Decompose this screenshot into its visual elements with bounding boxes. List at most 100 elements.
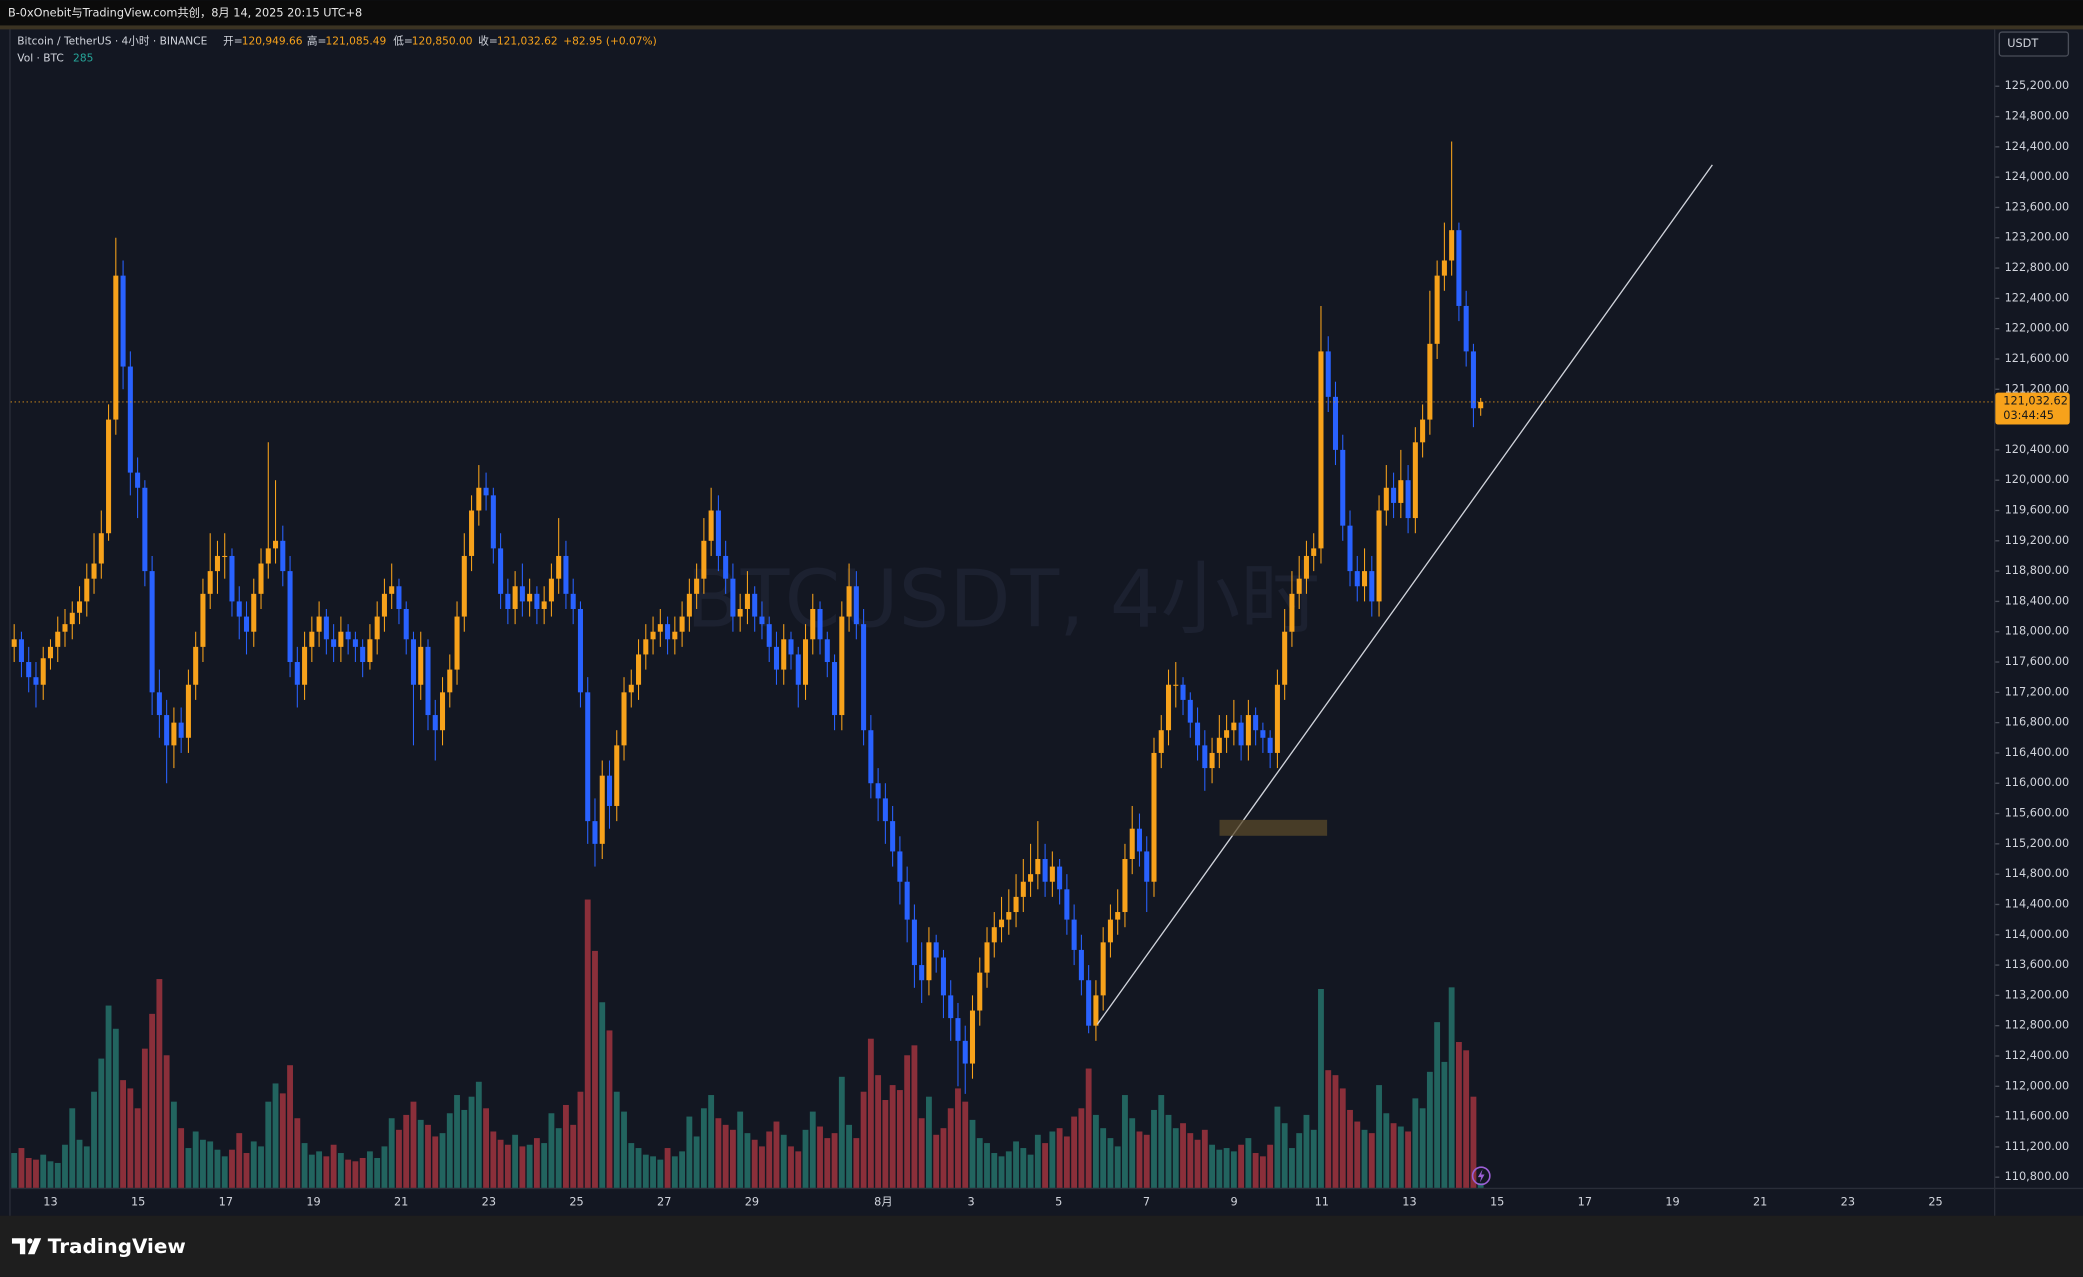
candle-body xyxy=(534,593,540,609)
volume-bar xyxy=(904,1055,911,1188)
volume-bar xyxy=(18,1148,25,1188)
open-label: 开= xyxy=(223,34,243,47)
currency-box[interactable] xyxy=(1998,31,2070,57)
volume-bar xyxy=(853,1138,860,1188)
y-tick-label: 119,200.00 xyxy=(2005,534,2070,547)
volume-bar xyxy=(955,1088,961,1188)
candle-body xyxy=(40,658,46,685)
volume-bar xyxy=(1085,1068,1092,1188)
candle-body xyxy=(548,578,554,602)
volume-bar xyxy=(802,1129,809,1188)
y-tick-label: 123,600.00 xyxy=(2005,200,2070,213)
candle-body xyxy=(171,722,177,746)
candle-body xyxy=(861,624,867,731)
volume-bar xyxy=(243,1153,250,1188)
volume-bar xyxy=(737,1111,744,1188)
candle-body xyxy=(1434,275,1440,344)
volume-bar xyxy=(1129,1118,1136,1188)
alert-bolt xyxy=(1477,1169,1485,1183)
candle-body xyxy=(345,631,351,640)
volume-bar xyxy=(1209,1144,1215,1188)
volume-bar xyxy=(127,1088,134,1188)
volume-bar xyxy=(889,1085,896,1188)
candle-body xyxy=(1180,684,1186,700)
volume-bar xyxy=(831,1133,838,1188)
x-tick-label: 13 xyxy=(43,1195,57,1208)
candle-body xyxy=(178,722,184,738)
volume-bar xyxy=(621,1111,627,1188)
volume-bar xyxy=(976,1138,983,1188)
volume-bar xyxy=(345,1159,352,1188)
x-tick-label: 23 xyxy=(1841,1195,1855,1208)
candle-body xyxy=(1303,555,1309,579)
volume-bar xyxy=(911,1045,918,1188)
volume-bar xyxy=(156,979,163,1188)
candle-body xyxy=(164,715,170,746)
candle-body xyxy=(33,677,39,685)
volume-bar xyxy=(417,1119,424,1188)
candle-body xyxy=(1107,919,1113,943)
candle-body xyxy=(1006,912,1012,920)
candle-body xyxy=(1238,722,1244,746)
candle-body xyxy=(236,601,242,617)
x-tick-label: 9 xyxy=(1231,1195,1238,1208)
x-tick-label: 23 xyxy=(482,1195,496,1208)
volume-bar xyxy=(11,1153,18,1188)
volume-bar xyxy=(374,1157,381,1188)
volume-bar xyxy=(461,1109,468,1188)
price-axis: 125,200.00 124,800.00 124,400.00 124,000.00… xyxy=(1995,79,2069,1183)
candle-body xyxy=(381,593,387,617)
volume-bar xyxy=(512,1134,519,1188)
candle-body xyxy=(599,775,605,844)
volume-bar xyxy=(867,1038,874,1188)
candle-body xyxy=(962,1040,968,1064)
candle-body xyxy=(106,419,112,534)
candle-body xyxy=(331,639,337,647)
volume-bar xyxy=(454,1095,460,1188)
candle-body xyxy=(744,593,750,609)
trend-line xyxy=(1096,164,1713,1025)
volume-bar xyxy=(497,1139,504,1188)
currency[interactable]: USDT xyxy=(2007,37,2038,50)
candle-body xyxy=(832,662,838,716)
candle-body xyxy=(715,510,721,556)
volume-bar xyxy=(1419,1108,1426,1188)
volume-bar xyxy=(1063,1136,1070,1188)
volume-bar xyxy=(759,1146,765,1188)
volume-bar xyxy=(1281,1123,1288,1188)
candle-body xyxy=(1260,730,1266,738)
candle-body xyxy=(795,654,801,685)
candle-body xyxy=(309,631,315,647)
volume-bar xyxy=(229,1149,235,1188)
volume-bar xyxy=(1310,1129,1317,1188)
candle-body xyxy=(1383,487,1389,511)
candle-body xyxy=(1115,912,1121,920)
candle-body xyxy=(752,593,758,617)
volume-bar xyxy=(1434,1022,1441,1188)
volume-bar xyxy=(548,1113,555,1188)
volume-bar xyxy=(795,1151,802,1188)
volume-bar xyxy=(744,1133,751,1188)
y-tick-label: 120,400.00 xyxy=(2005,443,2070,456)
volume-bar xyxy=(388,1118,395,1188)
candle-body xyxy=(258,563,264,594)
candle-body xyxy=(1354,571,1360,587)
alert-icon[interactable] xyxy=(1471,1166,1491,1186)
volume-bar xyxy=(279,1093,286,1188)
share-caption: B-0xOnebit与TradingView.com共创，8月 14, 2025… xyxy=(8,6,362,19)
candle-body xyxy=(403,608,409,640)
candle-body xyxy=(636,654,642,685)
volume-bar xyxy=(192,1131,199,1188)
countdown: 03:44:45 xyxy=(2003,409,2054,422)
candle-body xyxy=(1129,828,1135,860)
volume-bar xyxy=(1230,1151,1237,1188)
candle-body xyxy=(1369,571,1375,602)
volume-bar xyxy=(1296,1133,1303,1188)
candle-body xyxy=(933,942,939,958)
candle-body xyxy=(185,684,191,738)
volume-bar xyxy=(120,1080,127,1188)
candle-body xyxy=(498,548,504,594)
volume-bar xyxy=(468,1096,475,1188)
candle-body xyxy=(1456,230,1462,306)
x-tick-label: 21 xyxy=(1753,1195,1767,1208)
